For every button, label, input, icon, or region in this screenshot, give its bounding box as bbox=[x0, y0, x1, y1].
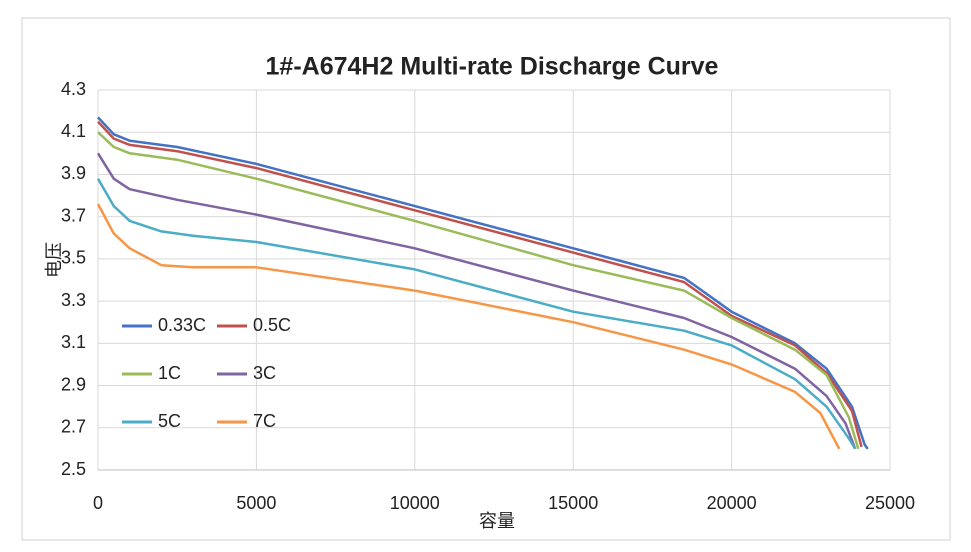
legend-label: 7C bbox=[253, 411, 276, 431]
y-tick-label: 2.9 bbox=[61, 374, 86, 394]
y-tick-label: 3.5 bbox=[61, 248, 86, 268]
series-line bbox=[97, 131, 860, 450]
x-axis-label: 容量 bbox=[479, 511, 515, 532]
series-line bbox=[96, 152, 857, 450]
series-line bbox=[96, 203, 841, 450]
x-tick-label: 15000 bbox=[548, 493, 598, 513]
series-line bbox=[97, 116, 869, 450]
x-tick-label: 10000 bbox=[390, 493, 440, 513]
legend-label: 5C bbox=[158, 411, 181, 431]
y-tick-label: 4.3 bbox=[61, 79, 86, 99]
y-tick-label: 3.3 bbox=[61, 290, 86, 310]
series-line bbox=[96, 178, 857, 450]
legend-label: 0.33C bbox=[158, 315, 206, 335]
y-axis-label: 电压 bbox=[44, 242, 65, 278]
y-tick-label: 2.7 bbox=[61, 417, 86, 437]
legend-label: 1C bbox=[158, 363, 181, 383]
y-tick-label: 3.1 bbox=[61, 332, 86, 352]
x-tick-label: 25000 bbox=[865, 493, 915, 513]
y-tick-label: 3.9 bbox=[61, 163, 86, 183]
x-tick-label: 20000 bbox=[707, 493, 757, 513]
legend-label: 0.5C bbox=[253, 315, 291, 335]
legend-label: 3C bbox=[253, 363, 276, 383]
x-tick-label: 5000 bbox=[236, 493, 276, 513]
x-tick-label: 0 bbox=[93, 493, 103, 513]
chart-frame bbox=[21, 17, 951, 541]
y-tick-label: 3.7 bbox=[61, 205, 86, 225]
series-line bbox=[97, 120, 863, 448]
chart-title: 1#-A674H2 Multi-rate Discharge Curve bbox=[266, 53, 719, 81]
y-tick-label: 2.5 bbox=[61, 459, 86, 479]
y-tick-label: 4.1 bbox=[61, 121, 86, 141]
